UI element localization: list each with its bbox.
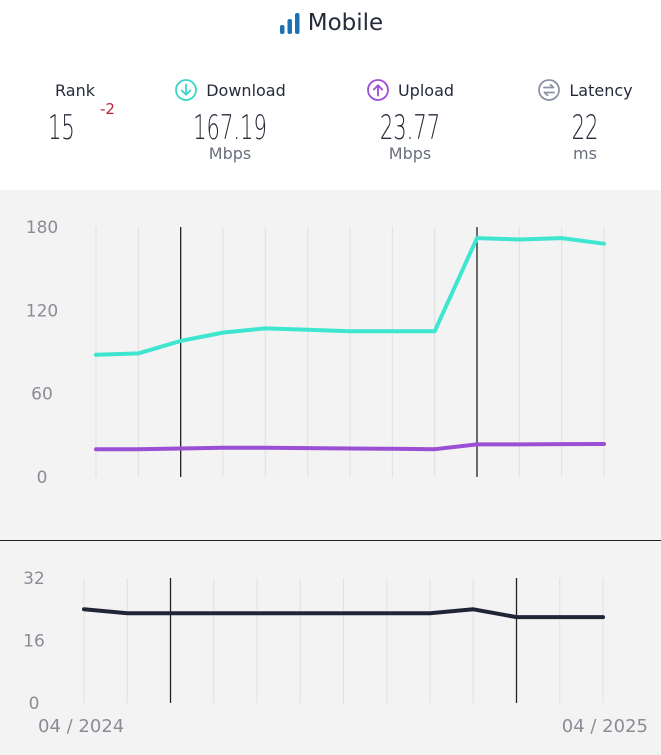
rank-value: 15 xyxy=(48,108,75,148)
signal-bars-icon xyxy=(279,13,300,34)
latency-series-line-0 xyxy=(82,607,605,620)
speed-ytick-label: 60 xyxy=(31,385,53,405)
page-title: Mobile xyxy=(0,10,661,36)
speed-chart: 180 120 60 0 xyxy=(26,218,606,488)
speed-ytick-label: 0 xyxy=(37,468,48,488)
latency-unit: ms xyxy=(573,144,597,163)
upload-value: 23.77 xyxy=(379,108,441,148)
speed-chart-panel xyxy=(0,190,661,540)
upload-stat: Upload 23.77 Mbps xyxy=(350,76,470,163)
latency-ytick-label: 0 xyxy=(29,694,40,714)
latency-xtick-label-start: 04 / 2024 xyxy=(38,716,124,737)
speed-series-line-1 xyxy=(94,442,606,452)
latency-chart: 32 16 004 / 2024 04 / 2025 xyxy=(23,569,648,737)
download-arrow-icon xyxy=(175,79,198,101)
latency-stat: Latency 22 ms xyxy=(525,76,645,163)
rank-label: Rank xyxy=(55,80,95,100)
latency-arrows-icon xyxy=(538,79,561,101)
upload-arrow-icon xyxy=(367,79,389,101)
latency-xtick-label-end: 04 / 2025 xyxy=(562,716,648,737)
speed-ytick-label: 120 xyxy=(26,301,58,321)
latency-value: 22 xyxy=(571,108,599,148)
rank-change-badge: -2 xyxy=(100,100,115,118)
title-text: Mobile xyxy=(307,10,384,36)
upload-unit: Mbps xyxy=(388,144,432,163)
latency-ytick-label: 16 xyxy=(23,632,45,652)
speed-ytick-label: 180 xyxy=(26,218,58,238)
rank-stat: Rank 15 -2 xyxy=(40,76,115,149)
latency-ytick-label: 32 xyxy=(23,569,45,589)
download-value: 167.19 xyxy=(193,108,267,148)
download-unit: Mbps xyxy=(208,144,252,163)
download-stat: Download 167.19 Mbps xyxy=(160,76,300,163)
speed-series-line-0 xyxy=(94,236,606,357)
latency-chart-panel xyxy=(0,541,661,755)
latency-label: Latency xyxy=(569,80,633,100)
upload-label: Upload xyxy=(397,80,455,100)
panel-divider xyxy=(0,540,661,541)
download-label: Download xyxy=(206,80,286,100)
